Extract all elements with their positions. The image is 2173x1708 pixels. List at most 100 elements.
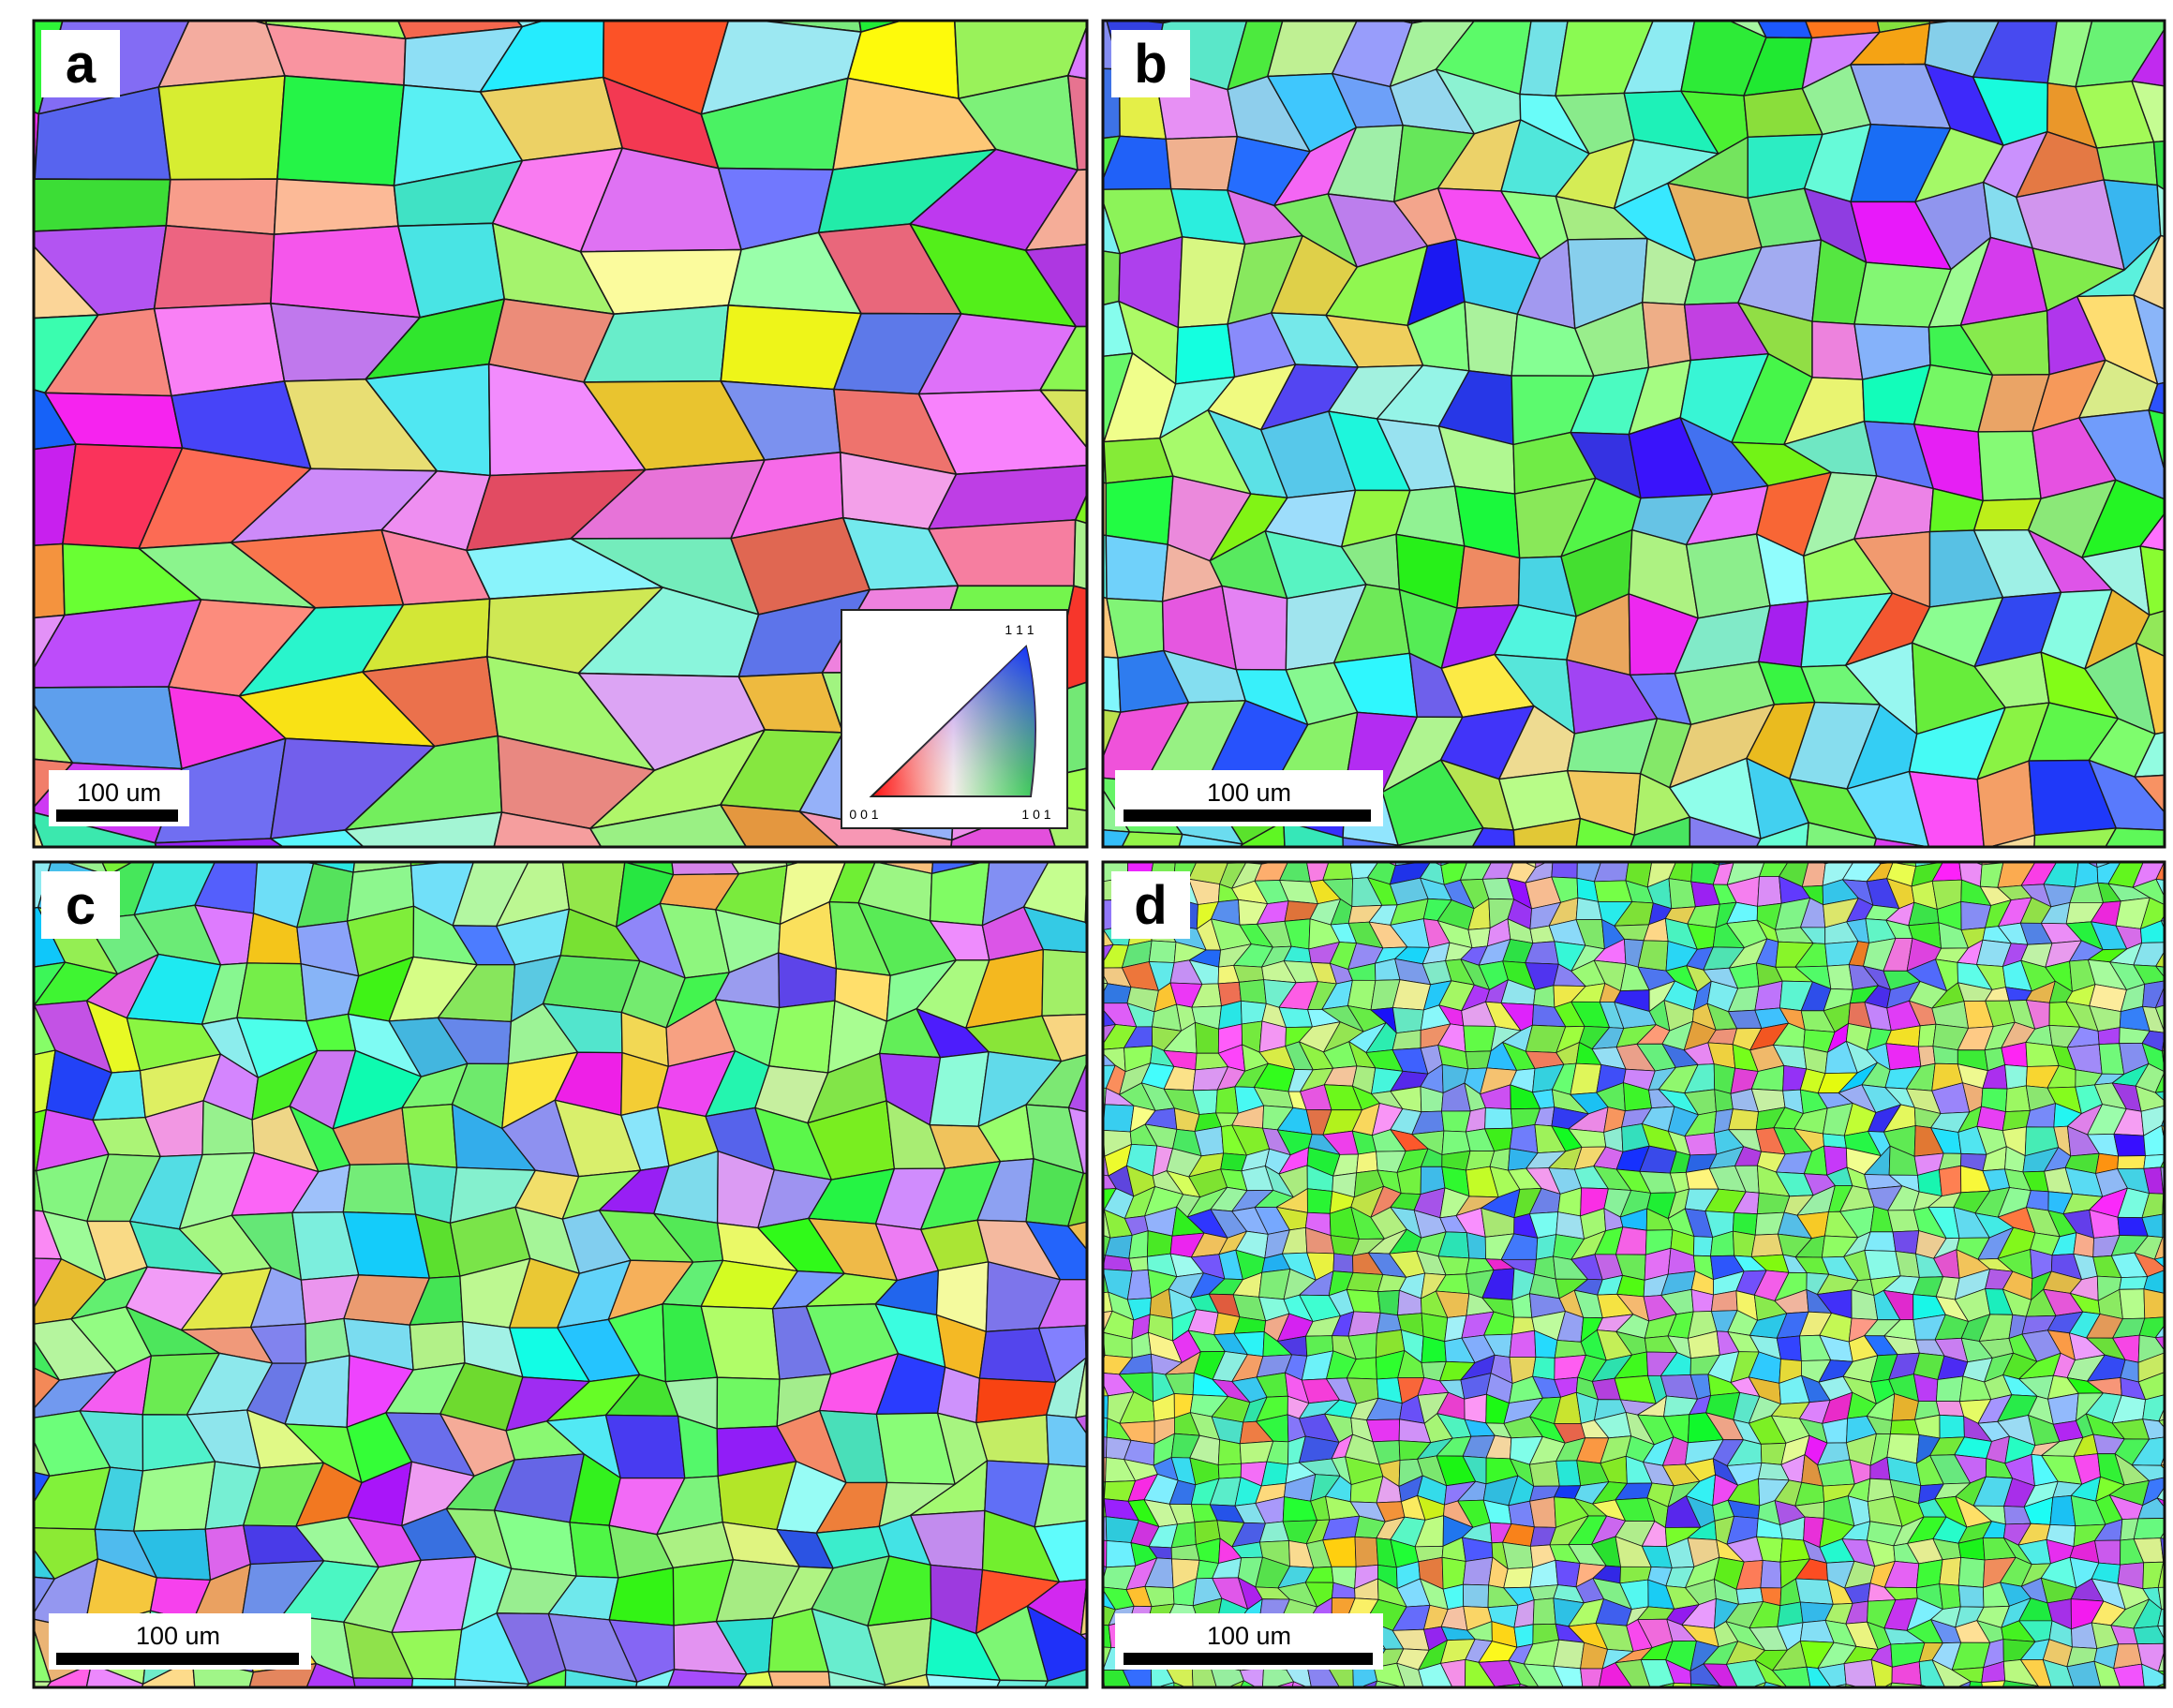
grain	[1750, 1233, 1784, 1257]
grain	[2139, 545, 2165, 616]
grain	[564, 1669, 638, 1687]
grain	[2155, 879, 2165, 899]
grain	[1997, 1702, 2038, 1708]
grain	[1441, 1110, 1471, 1133]
grain	[1569, 0, 1654, 20]
grain	[2158, 1406, 2165, 1422]
grain	[2133, 964, 2165, 985]
panel-frame	[1101, 19, 2166, 849]
grain	[2157, 1670, 2165, 1676]
grain	[34, 1681, 52, 1687]
grain	[1580, 1668, 1603, 1687]
grain	[1327, 1686, 1340, 1687]
grain	[153, 302, 286, 397]
grain	[1689, 816, 1762, 847]
grain	[1503, 1567, 1534, 1589]
grain	[1232, 1701, 1268, 1708]
grain	[2066, 1701, 2095, 1708]
grain	[2157, 1648, 2165, 1672]
grain	[1451, 1686, 1462, 1687]
ipf-triangle-blue	[871, 646, 1035, 796]
grain	[1755, 822, 1809, 847]
grain	[1641, 302, 1691, 368]
grain	[2142, 1005, 2165, 1033]
panel-frame	[32, 19, 1089, 849]
grain	[2160, 1166, 2165, 1195]
grain	[798, 810, 953, 847]
grain	[1366, 1418, 1400, 1443]
grain	[1939, 1583, 1961, 1610]
grain	[1034, 1463, 1087, 1528]
grain	[589, 804, 748, 847]
grain	[2119, 1276, 2149, 1290]
grain	[1930, 1701, 1963, 1708]
grain	[1067, 23, 1087, 80]
scale-bar-label: 100 um	[1207, 779, 1291, 807]
grain	[1238, 820, 1286, 847]
grain	[2134, 1252, 2165, 1277]
grain	[1347, 1311, 1381, 1337]
grain	[1283, 820, 1344, 847]
grain	[2133, 234, 2165, 310]
grain	[2141, 1663, 2165, 1687]
grain	[1456, 545, 1521, 609]
grain	[1825, 1701, 1847, 1708]
grain	[1939, 1557, 1962, 1586]
grain	[1463, 1556, 1494, 1586]
grain	[1463, 1025, 1496, 1052]
grain	[1509, 1701, 1540, 1708]
grain	[1034, 1520, 1087, 1583]
grain	[1989, 0, 2060, 15]
grain	[1170, 1544, 1200, 1561]
grain	[2155, 862, 2165, 881]
grain	[1067, 1061, 1087, 1113]
grain	[1529, 1496, 1556, 1528]
grain	[1883, 1701, 1925, 1708]
grain	[2143, 1124, 2165, 1156]
grain	[1502, 1541, 1534, 1569]
grain	[1174, 323, 1236, 385]
grain	[1760, 1560, 1782, 1589]
grain	[1806, 822, 1878, 847]
grain	[1359, 1680, 1377, 1687]
grain	[1935, 1401, 1965, 1418]
grain	[2131, 27, 2165, 87]
grain	[1575, 817, 1636, 847]
grain	[1026, 1605, 1087, 1682]
grain	[2002, 1680, 2039, 1687]
scale-bar	[1124, 809, 1371, 822]
scale-bar	[56, 1653, 299, 1665]
grain	[1509, 1329, 1537, 1358]
grain	[154, 838, 285, 847]
grain	[2157, 1609, 2165, 1627]
grain	[2158, 1418, 2165, 1429]
grain	[2131, 80, 2165, 143]
grain	[1887, 1210, 1920, 1233]
grain	[2139, 920, 2165, 943]
grain	[1484, 1107, 1513, 1130]
scale-bars: 100 um 100 um 100 um 100 um	[49, 770, 1383, 1670]
grain	[1041, 1014, 1087, 1062]
grain	[2133, 1518, 2165, 1539]
grain	[2066, 1690, 2102, 1707]
grain	[1197, 1702, 1224, 1708]
grain	[1598, 1662, 1633, 1687]
grain	[133, 1461, 216, 1532]
grain	[2093, 1660, 2121, 1687]
grain	[1074, 492, 1087, 525]
grain	[975, 1414, 1049, 1465]
grain	[1968, 1681, 1984, 1687]
grain	[1392, 1030, 1421, 1050]
grain	[411, 1677, 456, 1687]
grain	[2113, 1663, 2145, 1687]
grain	[1473, 1686, 1496, 1687]
grain	[401, 1103, 458, 1168]
grain	[1217, 1463, 1242, 1479]
grain	[1772, 1666, 1811, 1687]
grain	[1684, 1132, 1718, 1156]
grain	[1864, 1231, 1897, 1252]
grain	[1128, 1230, 1149, 1259]
panel-labels: a b c d	[41, 30, 1190, 939]
grain	[954, 0, 1096, 6]
grain	[1728, 1108, 1759, 1131]
